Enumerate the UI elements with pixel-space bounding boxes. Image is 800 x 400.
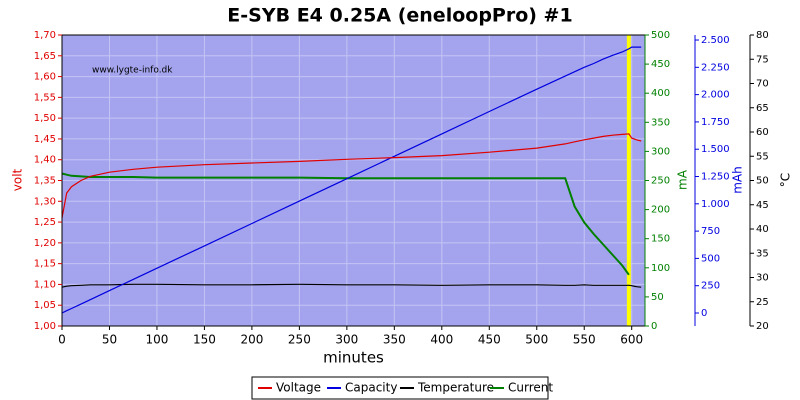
y-tick-label: 1.500 (701, 144, 730, 155)
y-tick-label: 65 (756, 103, 769, 114)
y-tick-label: 1,20 (34, 238, 56, 249)
series-line (61, 46, 642, 314)
y-tick-label: 100 (651, 263, 670, 274)
y-tick-label: 200 (651, 205, 670, 216)
y-tick-label: 60 (756, 127, 769, 138)
x-tick-label: 500 (525, 333, 548, 347)
y-tick-label: 1,55 (34, 92, 56, 103)
y-tick-label: 1.250 (701, 172, 730, 183)
y-tick-label: 1,40 (34, 155, 56, 166)
y-tick-label: 2.250 (701, 62, 730, 73)
x-tick-label: 350 (383, 333, 406, 347)
legend: Voltage Capacity Temperature Current (251, 376, 553, 400)
y-tick-label: 35 (756, 248, 769, 259)
y-tick-label: 350 (651, 117, 670, 128)
y-tick-label: 1,65 (34, 51, 56, 62)
y-tick-label: 75 (756, 54, 769, 65)
y-tick-label: 70 (756, 79, 769, 90)
y-tick-label: 1,05 (34, 300, 56, 311)
y-tick-label: 500 (701, 253, 720, 264)
chart-title: E-SYB E4 0.25A (eneloopPro) #1 (227, 5, 572, 27)
y-tick-label: 750 (701, 226, 720, 237)
y-tick-label: 1,45 (34, 134, 56, 145)
series-line (61, 133, 642, 219)
y4-axis-title: °C (779, 173, 793, 187)
y-tick-label: 300 (651, 146, 670, 157)
y-tick-label: 55 (756, 151, 769, 162)
y-tick-label: 20 (756, 321, 769, 332)
y-tick-label: 0 (651, 321, 657, 332)
y-tick-label: 2.000 (701, 90, 730, 101)
legend-label: Temperature (417, 381, 494, 395)
y-tick-label: 1,60 (34, 72, 56, 83)
y-tick-label: 80 (756, 30, 769, 41)
y-tick-label: 1,30 (34, 196, 56, 207)
x-tick-label: 250 (288, 333, 311, 347)
y-axis-title: volt (11, 168, 25, 191)
y-tick-label: 1.000 (701, 199, 730, 210)
y2-axis-title: mA (676, 169, 690, 190)
y-tick-label: 250 (701, 281, 720, 292)
y-tick-label: 40 (756, 224, 769, 235)
y-tick-label: 1,35 (34, 176, 56, 187)
x-tick-label: 550 (573, 333, 596, 347)
series-line (61, 283, 642, 288)
y-tick-label: 1,15 (34, 259, 56, 270)
x-tick-label: 600 (620, 333, 643, 347)
x-tick-label: 300 (335, 333, 358, 347)
y-tick-label: 150 (651, 234, 670, 245)
y-tick-label: 1.750 (701, 117, 730, 128)
x-tick-label: 200 (240, 333, 263, 347)
y-tick-label: 25 (756, 297, 769, 308)
y-tick-label: 30 (756, 273, 769, 284)
x-tick-label: 0 (58, 333, 66, 347)
x-tick-label: 450 (478, 333, 501, 347)
y-tick-label: 450 (651, 59, 670, 70)
y-tick-label: 2.500 (701, 35, 730, 46)
y-tick-label: 1,10 (34, 279, 56, 290)
legend-label: Current (508, 381, 553, 395)
y-tick-label: 1,00 (34, 321, 56, 332)
y3-axis-title: mAh (731, 166, 745, 194)
y-tick-label: 500 (651, 30, 670, 41)
y-tick-label: 45 (756, 200, 769, 211)
y-tick-label: 1,50 (34, 113, 56, 124)
y-tick-label: 250 (651, 176, 670, 187)
legend-label: Capacity (345, 381, 397, 395)
y-tick-label: 400 (651, 88, 670, 99)
y-tick-label: 1,25 (34, 217, 56, 228)
y-tick-label: 50 (756, 176, 769, 187)
x-tick-label: 100 (145, 333, 168, 347)
y-tick-label: 50 (651, 292, 664, 303)
y-tick-label: 0 (701, 308, 707, 319)
x-tick-label: 400 (430, 333, 453, 347)
legend-label: Voltage (276, 381, 321, 395)
x-tick-label: 50 (102, 333, 117, 347)
y-tick-label: 1,70 (34, 30, 56, 41)
x-tick-label: 150 (193, 333, 216, 347)
watermark: www.lygte-info.dk (92, 66, 173, 76)
x-axis-title: minutes (323, 349, 384, 367)
